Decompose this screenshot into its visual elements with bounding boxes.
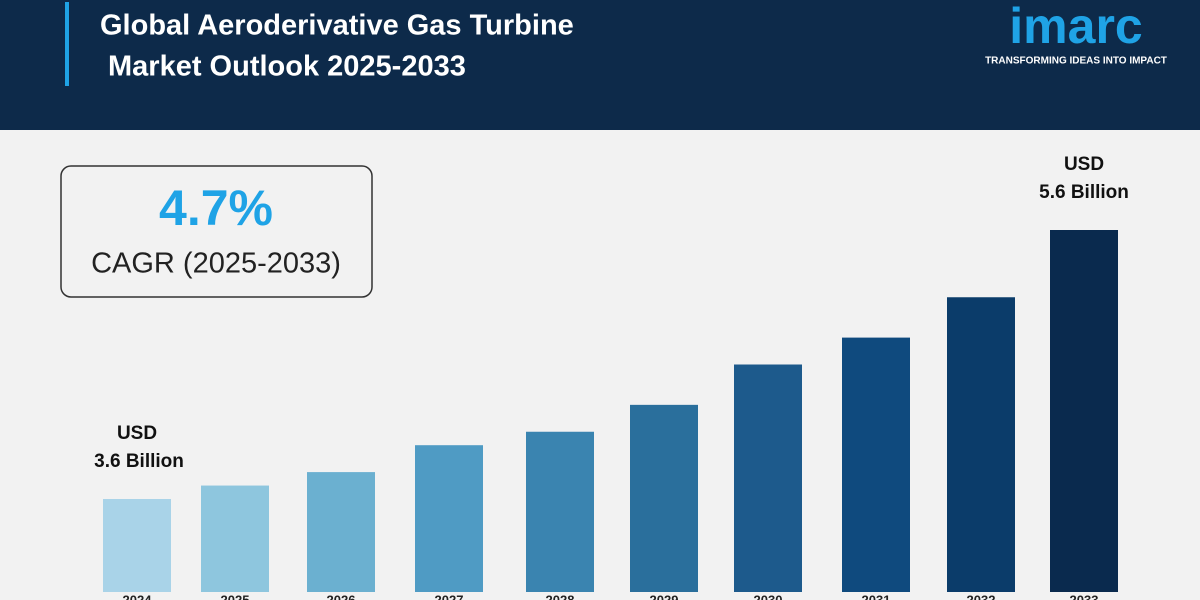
cagr-value: 4.7%: [159, 180, 273, 236]
title-line: Market Outlook 2025-2033: [108, 51, 466, 83]
x-tick-label: 2026: [327, 592, 356, 600]
cagr-box: [60, 165, 373, 298]
bar: [842, 337, 910, 592]
logo: imarc: [1009, 0, 1142, 54]
x-tick-label: 2028: [546, 592, 575, 600]
title-line: Global Aeroderivative Gas Turbine: [100, 10, 574, 42]
bar: [307, 472, 375, 592]
header-accent: [65, 2, 69, 86]
bar: [734, 364, 802, 592]
bar: [630, 404, 698, 592]
header-band: [0, 0, 1200, 130]
x-tick-label: 2025: [221, 592, 250, 600]
cagr-label: CAGR (2025-2033): [91, 248, 341, 280]
x-tick-label: 2024: [123, 592, 153, 600]
x-tick-label: 2033: [1070, 592, 1099, 600]
value-label-currency: USD: [1064, 154, 1104, 175]
bar: [201, 485, 269, 592]
x-tick-label: 2027: [435, 592, 464, 600]
value-label: 5.6 Billion: [1039, 182, 1129, 203]
x-tick-label: 2032: [967, 592, 996, 600]
x-tick-label: 2030: [754, 592, 783, 600]
bar: [415, 445, 483, 592]
bar: [947, 297, 1015, 592]
x-tick-label: 2031: [862, 592, 891, 600]
value-label: 3.6 Billion: [94, 451, 184, 472]
bar: [103, 499, 171, 592]
value-label-currency: USD: [117, 423, 157, 444]
bar: [1050, 230, 1118, 592]
x-tick-label: 2029: [650, 592, 679, 600]
bar: [526, 431, 594, 592]
bar-chart: 2024 USD 3.6 Billion 2025 2026 2027 2028 2029 20…: [94, 154, 1129, 600]
tagline: TRANSFORMING IDEAS INTO IMPACT: [985, 56, 1167, 67]
